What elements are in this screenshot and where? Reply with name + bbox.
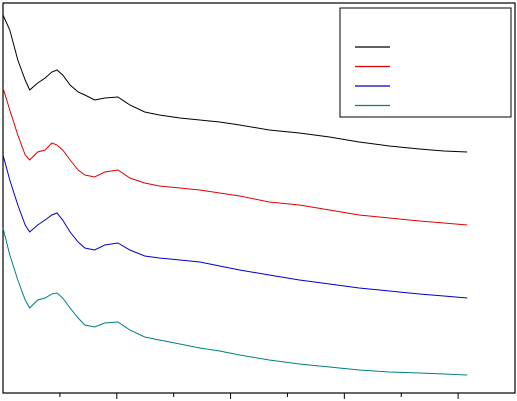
plot-frame bbox=[2, 2, 516, 394]
legend-box bbox=[339, 7, 512, 118]
series-line bbox=[2, 154, 468, 299]
series-line bbox=[2, 14, 468, 153]
series-line bbox=[2, 227, 468, 376]
series-line bbox=[2, 87, 468, 226]
